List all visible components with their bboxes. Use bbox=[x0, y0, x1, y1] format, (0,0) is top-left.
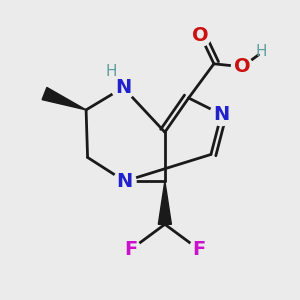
Text: H: H bbox=[256, 44, 267, 59]
Circle shape bbox=[111, 76, 135, 100]
Text: H: H bbox=[105, 64, 116, 79]
Text: F: F bbox=[192, 240, 206, 259]
Circle shape bbox=[190, 25, 211, 46]
Text: F: F bbox=[124, 240, 137, 259]
Text: O: O bbox=[234, 57, 250, 76]
Text: O: O bbox=[192, 26, 209, 45]
Text: N: N bbox=[117, 172, 133, 191]
Circle shape bbox=[210, 103, 233, 126]
Circle shape bbox=[189, 239, 209, 260]
Circle shape bbox=[113, 170, 136, 193]
Text: N: N bbox=[115, 78, 131, 97]
Text: N: N bbox=[213, 105, 230, 124]
Polygon shape bbox=[158, 181, 171, 224]
Circle shape bbox=[121, 239, 141, 260]
Circle shape bbox=[231, 56, 253, 77]
Polygon shape bbox=[42, 87, 86, 110]
